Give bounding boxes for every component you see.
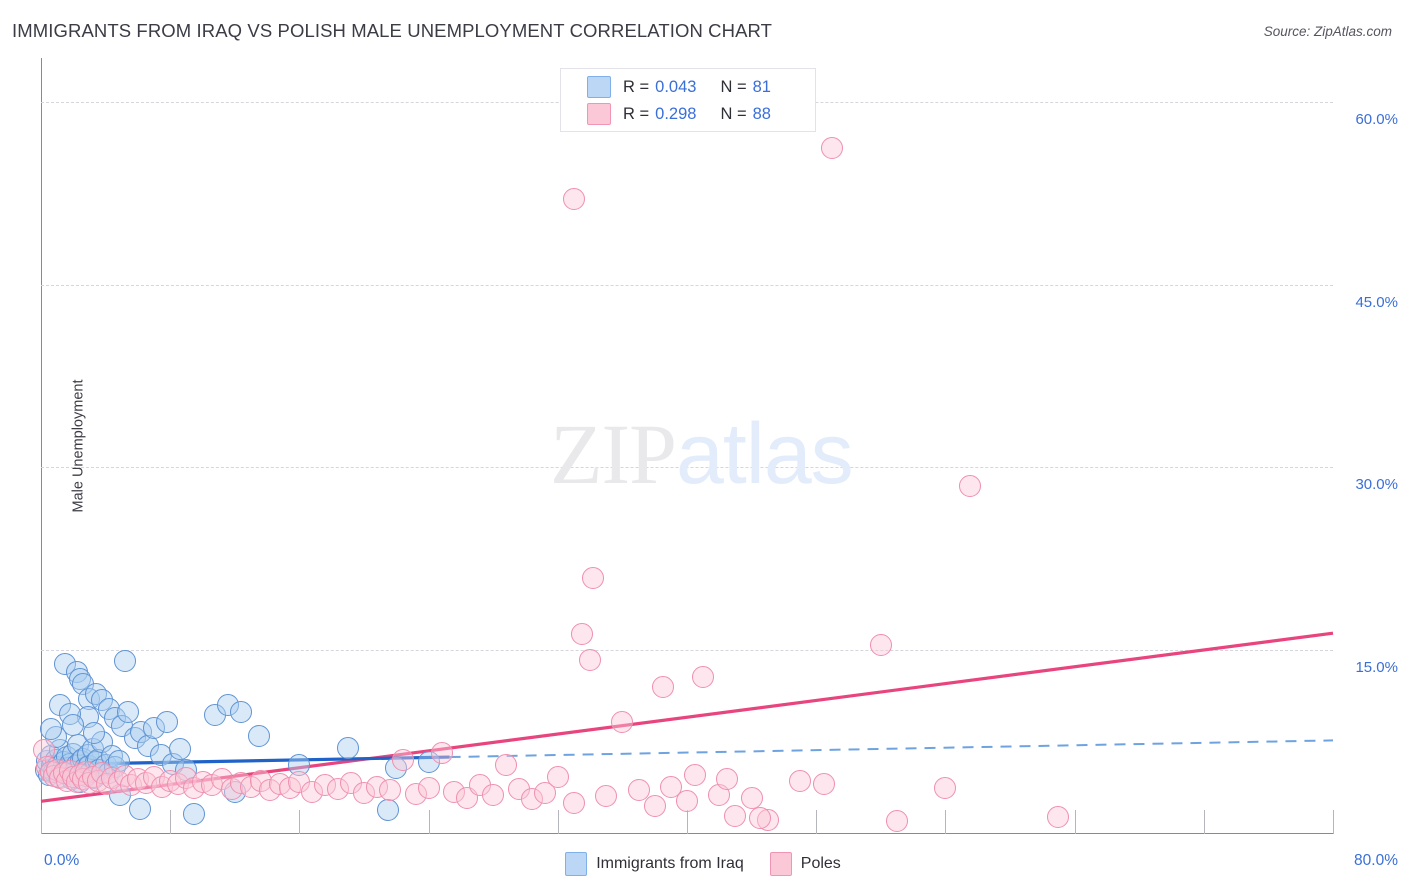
- scatter-point: [611, 711, 634, 734]
- scatter-point: [885, 809, 908, 832]
- scatter-point: [391, 748, 414, 771]
- scatter-point: [595, 785, 618, 808]
- r-label-pink: R =: [623, 104, 650, 123]
- scatter-point: [813, 773, 836, 796]
- trendline: [449, 739, 1334, 759]
- scatter-point: [934, 776, 957, 799]
- scatter-point: [1047, 806, 1070, 829]
- scatter-point: [482, 784, 505, 807]
- y-axis-line: [41, 58, 42, 834]
- x-axis-tick: [1203, 810, 1205, 834]
- scatter-point: [659, 775, 682, 798]
- pink-series-swatch: [587, 103, 611, 125]
- scatter-point: [869, 634, 892, 657]
- scatter-point: [248, 724, 271, 747]
- n-value-blue: 81: [752, 77, 771, 96]
- scatter-point: [495, 753, 518, 776]
- scatter-point: [627, 779, 650, 802]
- scatter-point: [417, 776, 440, 799]
- scatter-point: [168, 737, 191, 760]
- x-axis-tick: [1333, 810, 1334, 834]
- scatter-point: [684, 763, 707, 786]
- scatter-point: [546, 765, 569, 788]
- scatter-point: [533, 781, 556, 804]
- legend-item-immigrants-from-iraq[interactable]: Immigrants from Iraq: [565, 852, 744, 876]
- y-axis-title: Male Unemployment: [70, 379, 87, 513]
- scatter-point: [378, 779, 401, 802]
- scatter-point: [430, 741, 453, 764]
- scatter-point: [716, 768, 739, 791]
- scatter-point: [676, 790, 698, 813]
- watermark-zip: ZIP: [550, 406, 677, 502]
- y-axis-tick-label: 30.0%: [1355, 476, 1398, 494]
- x-axis-tick: [41, 810, 42, 834]
- legend-item-poles[interactable]: Poles: [769, 852, 841, 876]
- scatter-point: [562, 188, 585, 211]
- scatter-point: [740, 786, 763, 809]
- correlation-stats-box: R = 0.043 N = 81 R = 0.298 N = 88: [560, 68, 816, 132]
- scatter-point: [643, 795, 666, 818]
- x-axis-tick: [428, 810, 430, 834]
- legend-swatch-pink: [769, 852, 792, 876]
- scatter-point: [336, 736, 359, 759]
- r-value-blue: 0.043: [655, 77, 697, 96]
- x-axis-tick: [687, 810, 688, 834]
- scatter-point: [155, 711, 178, 734]
- scatter-point: [724, 804, 747, 827]
- scatter-point: [821, 137, 844, 160]
- r-label-blue: R =: [623, 77, 650, 96]
- scatter-point: [692, 666, 715, 689]
- scatter-point: [651, 675, 674, 698]
- y-axis-tick-label: 60.0%: [1355, 110, 1398, 128]
- y-axis-tick-label: 45.0%: [1355, 293, 1398, 311]
- legend-swatch-blue: [565, 852, 588, 876]
- gridline: [41, 284, 1333, 286]
- legend-label-blue: Immigrants from Iraq: [596, 855, 744, 872]
- series-legend: Immigrants from Iraq Poles: [0, 852, 1406, 876]
- n-label-blue: N =: [720, 77, 747, 96]
- scatter-point: [377, 798, 400, 821]
- scatter-point: [562, 791, 585, 814]
- r-value-pink: 0.298: [655, 104, 697, 123]
- n-value-pink: 88: [752, 104, 771, 123]
- x-axis-min-label: 0.0%: [44, 852, 80, 869]
- legend-label-pink: Poles: [800, 855, 841, 872]
- x-axis-tick: [299, 810, 301, 834]
- scatter-point: [958, 474, 981, 497]
- gridline: [41, 467, 1333, 469]
- scatter-point: [230, 701, 253, 724]
- source-label: Source: ZipAtlas.com: [1263, 24, 1392, 39]
- scatter-point: [183, 802, 206, 825]
- scatter-point: [571, 623, 594, 646]
- scatter-point: [582, 567, 605, 590]
- scatter-point: [39, 718, 62, 741]
- scatter-point: [579, 648, 602, 671]
- zipatlas-watermark: ZIPatlas: [550, 404, 854, 504]
- scatter-point: [748, 807, 771, 830]
- scatter-point: [789, 769, 812, 792]
- x-axis-tick: [945, 810, 947, 834]
- watermark-atlas: atlas: [676, 406, 854, 502]
- page-title: IMMIGRANTS FROM IRAQ VS POLISH MALE UNEM…: [12, 20, 773, 41]
- scatter-point: [113, 650, 136, 673]
- n-label-pink: N =: [720, 104, 747, 123]
- x-axis-tick: [1074, 810, 1076, 834]
- scatter-point: [62, 713, 85, 736]
- x-axis-tick: [816, 810, 818, 834]
- stats-row-blue: R = 0.043 N = 81: [587, 74, 771, 100]
- x-axis-tick: [170, 810, 172, 834]
- y-axis-tick-label: 15.0%: [1355, 659, 1398, 677]
- scatter-point: [128, 797, 151, 820]
- stats-row-pink: R = 0.298 N = 88: [587, 101, 771, 127]
- x-axis-tick: [557, 810, 559, 834]
- scatter-point: [83, 722, 106, 745]
- x-axis-max-label: 80.0%: [1354, 852, 1398, 869]
- blue-series-swatch: [587, 76, 611, 98]
- scatter-point: [117, 701, 140, 724]
- gridline: [41, 650, 1333, 652]
